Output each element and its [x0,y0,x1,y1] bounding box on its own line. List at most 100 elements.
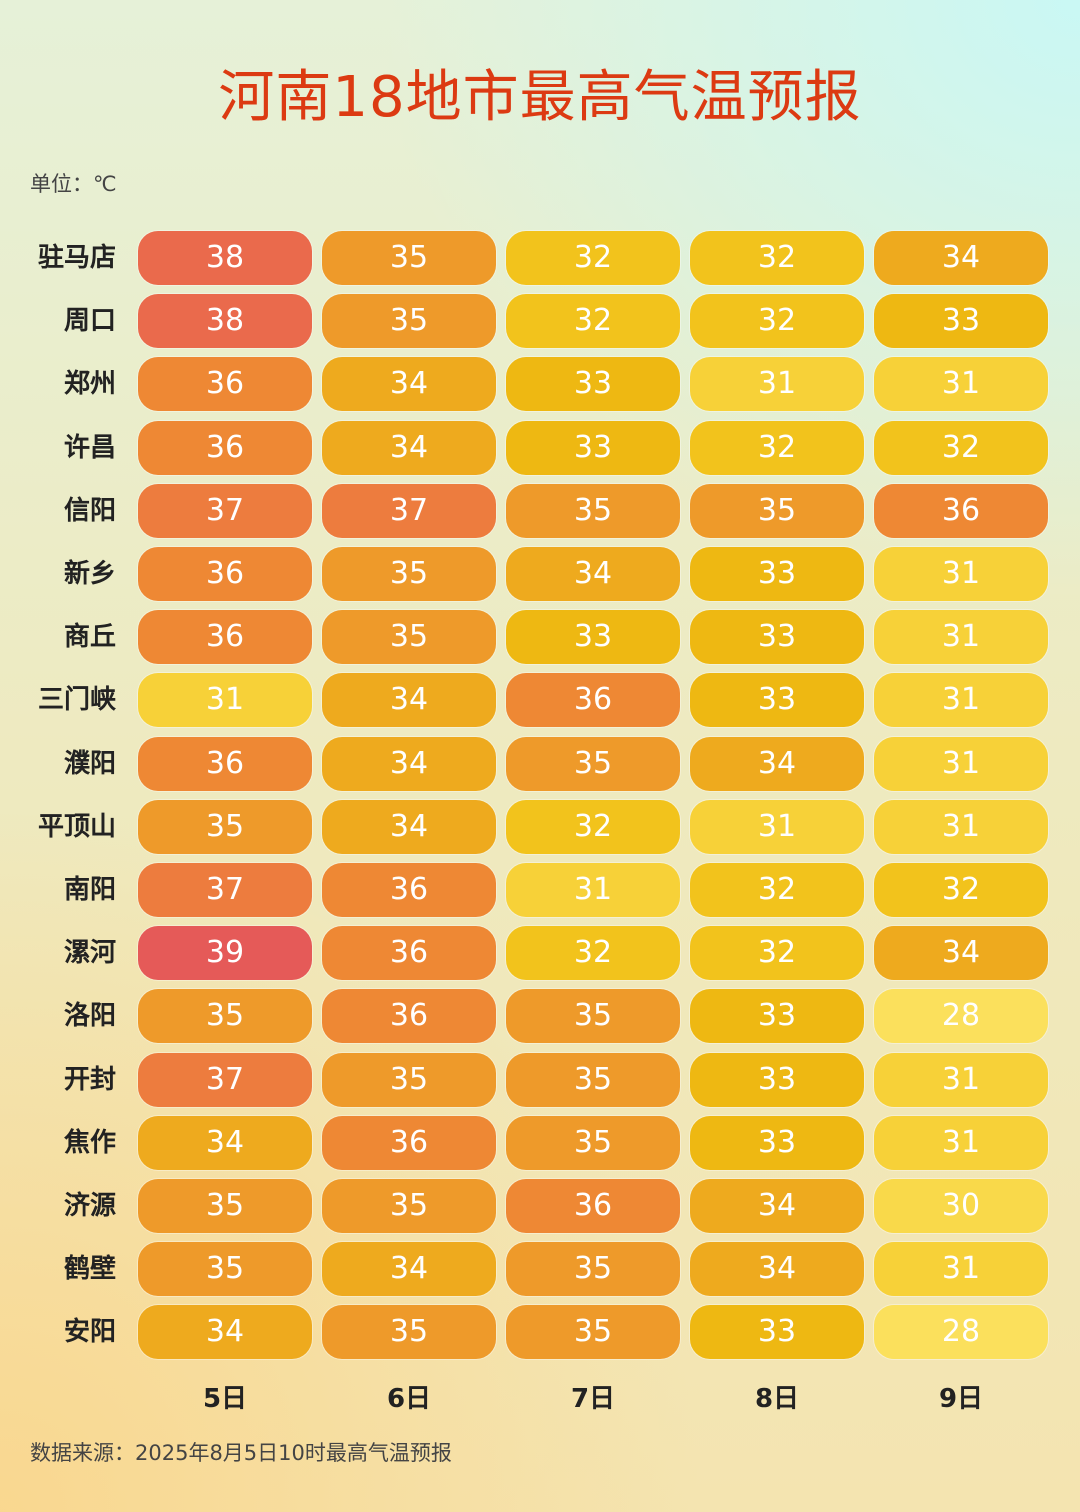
unit-label: 单位：℃ [30,172,117,196]
heatmap-cell: 35 [322,1305,496,1360]
heatmap-cell: 34 [690,1179,864,1233]
heatmap-cell: 36 [138,420,312,475]
heatmap-cell: 34 [506,547,680,601]
heatmap-cell: 32 [506,926,680,981]
heatmap-cell: 35 [322,1179,496,1233]
heatmap-cell: 32 [874,420,1048,475]
heatmap-cell: 32 [874,863,1048,917]
row-label: 安阳 [63,1317,116,1348]
heatmap-cell: 31 [874,357,1048,412]
heatmap-cell: 33 [506,357,680,412]
heatmap-cell: 35 [322,1052,496,1107]
heatmap-cell: 35 [506,1115,680,1170]
row-label: 许昌 [63,432,116,463]
chart-title: 河南18地市最高气温预报 [218,65,862,130]
heatmap-cell: 31 [874,736,1048,791]
heatmap-cell: 33 [690,1305,864,1360]
row-label: 平顶山 [37,811,116,842]
heatmap-cell: 36 [322,1115,496,1170]
heatmap-cell: 32 [690,863,864,917]
heatmap-cell: 33 [506,610,680,665]
heatmap-cell: 36 [506,1179,680,1233]
heatmap-cell: 34 [690,1242,864,1297]
heatmap-cell: 28 [874,989,1048,1044]
heatmap-cell: 31 [874,1115,1048,1170]
heatmap-cell: 32 [506,799,680,854]
heatmap-cell: 35 [138,1242,312,1297]
heatmap-cell: 34 [322,673,496,728]
heatmap-cell: 35 [138,799,312,854]
heatmap-cell: 37 [138,483,312,538]
column-label: 7日 [570,1384,616,1414]
heatmap-cell: 33 [690,673,864,728]
row-label: 鹤壁 [63,1254,116,1285]
heatmap-cell: 34 [874,231,1048,285]
heatmap-cell: 34 [690,736,864,791]
heatmap-cell: 31 [874,547,1048,601]
heatmap-cell: 37 [138,863,312,917]
column-label: 5日 [202,1384,248,1414]
column-label: 9日 [938,1384,984,1414]
heatmap-cell: 36 [322,989,496,1044]
heatmap-cell: 35 [506,483,680,538]
heatmap-cell: 37 [322,483,496,538]
heatmap-cell: 34 [138,1305,312,1360]
row-label: 济源 [63,1191,116,1221]
heatmap-cell: 35 [322,547,496,601]
heatmap-cell: 34 [322,420,496,475]
column-label: 6日 [386,1384,432,1414]
heatmap-cell: 30 [874,1179,1048,1233]
heatmap-cell: 34 [322,1242,496,1297]
heatmap-cell: 32 [690,294,864,349]
heatmap-cell: 36 [138,357,312,412]
row-label: 三门峡 [37,685,116,716]
heatmap-cell: 33 [874,294,1048,349]
heatmap-cell: 36 [138,610,312,665]
heatmap-cell: 28 [874,1305,1048,1360]
heatmap-cell: 36 [322,926,496,981]
heatmap-cell: 31 [690,799,864,854]
heatmap-cell: 34 [322,357,496,412]
heatmap-cell: 35 [322,294,496,349]
heatmap-cell: 34 [322,736,496,791]
row-label: 开封 [63,1064,116,1095]
heatmap-cell: 31 [506,863,680,917]
heatmap-cell: 35 [322,610,496,665]
heatmap-cell: 31 [874,610,1048,665]
heatmap-cell: 35 [322,231,496,285]
heatmap-cell: 36 [138,736,312,791]
heatmap-cell: 35 [506,1052,680,1107]
heatmap-cell: 36 [874,483,1048,538]
row-label: 漯河 [63,938,116,969]
heatmap-cell: 33 [690,1052,864,1107]
row-label: 焦作 [63,1127,116,1158]
row-label: 濮阳 [63,748,116,779]
heatmap-cell: 32 [506,294,680,349]
heatmap-cell: 33 [690,989,864,1044]
heatmap-cell: 32 [506,231,680,285]
heatmap-cell: 37 [138,1052,312,1107]
row-label: 商丘 [63,622,116,653]
heatmap-cell: 31 [874,673,1048,728]
heatmap-cell: 31 [874,799,1048,854]
heatmap-cell: 35 [690,483,864,538]
row-label: 郑州 [63,369,116,400]
heatmap-cell: 31 [874,1242,1048,1297]
row-label: 洛阳 [63,1001,116,1032]
column-label: 8日 [754,1384,800,1414]
heatmap-cell: 32 [690,926,864,981]
heatmap-cell: 35 [138,1179,312,1233]
heatmap-cell: 31 [138,673,312,728]
heatmap-cell: 35 [506,1242,680,1297]
heatmap-cell: 38 [138,294,312,349]
heatmap-cell: 34 [138,1115,312,1170]
heatmap-cell: 33 [690,547,864,601]
heatmap-cell: 32 [690,231,864,285]
heatmap-cell: 31 [690,357,864,412]
heatmap-cell: 36 [506,673,680,728]
heatmap-cell: 33 [690,1115,864,1170]
heatmap-cell: 33 [690,610,864,665]
row-label: 周口 [63,306,116,337]
heatmap-cell: 39 [138,926,312,981]
heatmap-cell: 36 [322,863,496,917]
